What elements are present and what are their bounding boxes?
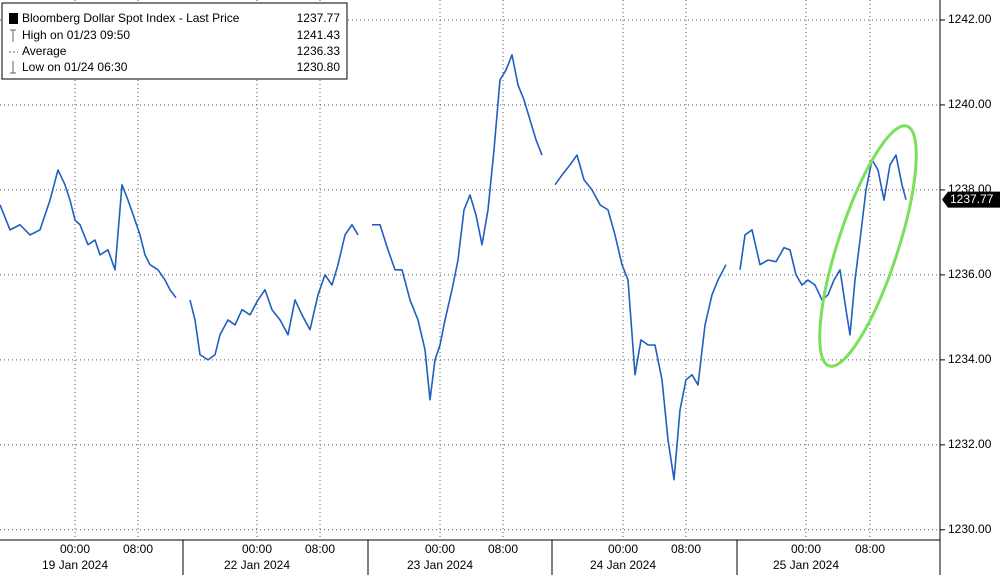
legend-icon [10,29,16,42]
x-tick-label: 08:00 [855,542,885,556]
legend-swatch [9,13,18,24]
x-date-label: 25 Jan 2024 [773,558,839,572]
day-separators [182,540,738,575]
price-line [0,54,907,481]
x-tick-label: 00:00 [608,542,638,556]
legend-value: 1241.43 [297,28,341,42]
highlight-ellipse [818,124,918,368]
x-tick-label: 08:00 [671,542,701,556]
x-date-label: 23 Jan 2024 [407,558,473,572]
legend: Bloomberg Dollar Spot Index - Last Price… [1,2,348,80]
legend-label: Average [22,44,67,58]
x-tick-label: 08:00 [305,542,335,556]
x-tick-label: 00:00 [60,542,90,556]
x-tick-label: 00:00 [242,542,272,556]
x-tick-label: 00:00 [425,542,455,556]
y-tick-label: 1230.00 [948,522,992,536]
legend-value: 1236.33 [297,44,341,58]
y-tick-label: 1234.00 [948,352,992,366]
x-date-label: 24 Jan 2024 [590,558,656,572]
x-tick-label: 00:00 [791,542,821,556]
legend-label: High on 01/23 09:50 [22,28,130,42]
last-price-tag [942,191,1000,208]
legend-label: Bloomberg Dollar Spot Index - Last Price [22,11,240,25]
y-tick-label: 1236.00 [948,267,992,281]
y-tick-label: 1242.00 [948,12,992,26]
x-date-label: 19 Jan 2024 [42,558,108,572]
legend-label: Low on 01/24 06:30 [22,60,128,74]
last-price-label: 1237.77 [950,192,994,206]
x-tick-label: 08:00 [488,542,518,556]
legend-value: 1237.77 [297,11,341,25]
x-tick-label: 08:00 [123,542,153,556]
y-tick-label: 1232.00 [948,437,992,451]
y-tick-label: 1240.00 [948,97,992,111]
legend-box [1,2,348,80]
legend-value: 1230.80 [297,60,341,74]
plot [0,54,907,481]
legend-icon [10,61,16,74]
x-date-label: 22 Jan 2024 [224,558,290,572]
